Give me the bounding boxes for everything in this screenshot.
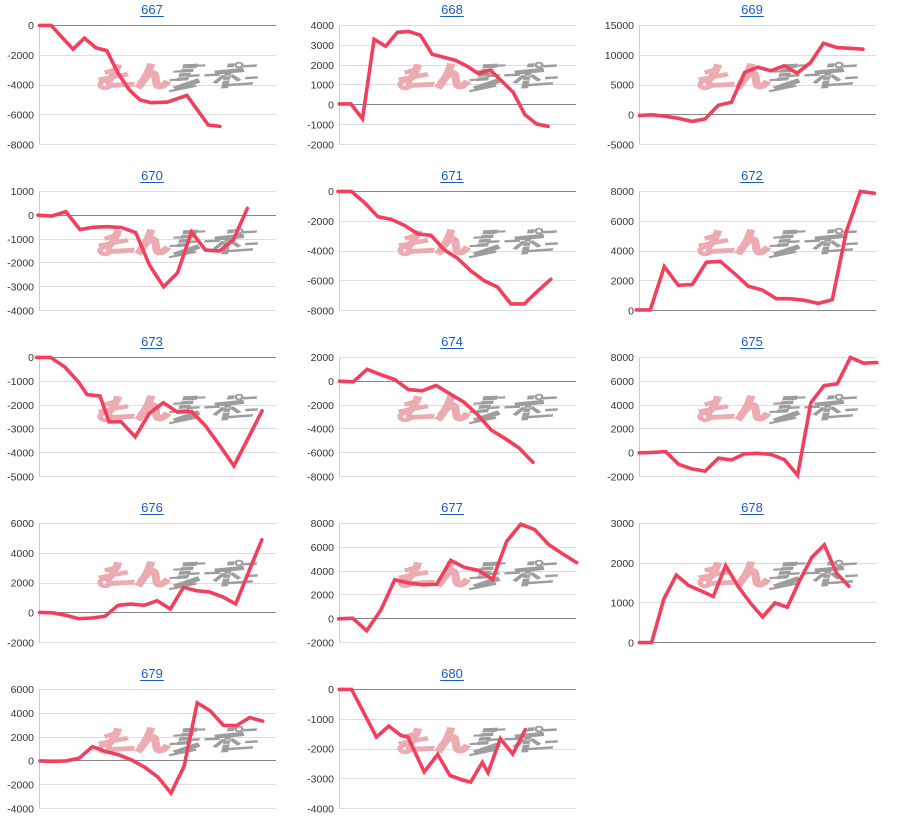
svg-text:3000: 3000 [311, 40, 335, 52]
svg-text:-5000: -5000 [7, 471, 34, 483]
svg-text:-2000: -2000 [7, 258, 34, 270]
svg-text:6000: 6000 [611, 376, 635, 388]
svg-text:4000: 4000 [611, 400, 635, 412]
svg-text:-5000: -5000 [607, 139, 634, 151]
svg-text:679: 679 [141, 666, 163, 681]
svg-text:-4000: -4000 [7, 803, 34, 815]
svg-text:-2000: -2000 [307, 139, 334, 151]
svg-text:-1000: -1000 [307, 119, 334, 131]
svg-text:2000: 2000 [11, 732, 35, 744]
svg-text:1000: 1000 [611, 598, 635, 610]
svg-text:2000: 2000 [11, 578, 35, 590]
svg-text:4000: 4000 [311, 566, 335, 578]
svg-text:-4000: -4000 [7, 305, 34, 317]
svg-text:673: 673 [141, 334, 163, 349]
svg-text:-1000: -1000 [7, 376, 34, 388]
svg-text:0: 0 [328, 376, 334, 388]
svg-text:4000: 4000 [611, 246, 635, 258]
svg-text:-3000: -3000 [307, 774, 334, 786]
svg-text:669: 669 [741, 2, 763, 17]
svg-text:6000: 6000 [11, 684, 35, 696]
svg-text:-8000: -8000 [307, 471, 334, 483]
svg-text:3000: 3000 [611, 518, 635, 530]
svg-text:-1000: -1000 [7, 234, 34, 246]
svg-text:2000: 2000 [611, 558, 635, 570]
svg-text:-4000: -4000 [7, 80, 34, 92]
svg-text:675: 675 [741, 334, 763, 349]
svg-text:0: 0 [628, 448, 634, 460]
svg-text:676: 676 [141, 500, 163, 515]
svg-text:5000: 5000 [611, 80, 635, 92]
svg-text:-2000: -2000 [307, 637, 334, 649]
svg-text:-2000: -2000 [307, 216, 334, 228]
svg-text:2000: 2000 [611, 276, 635, 288]
svg-text:674: 674 [441, 334, 463, 349]
svg-text:0: 0 [328, 186, 334, 198]
svg-text:-4000: -4000 [7, 448, 34, 460]
svg-text:668: 668 [441, 2, 463, 17]
svg-text:677: 677 [441, 500, 463, 515]
svg-text:0: 0 [328, 684, 334, 696]
svg-text:-4000: -4000 [307, 803, 334, 815]
svg-text:2000: 2000 [311, 590, 335, 602]
svg-text:4000: 4000 [11, 708, 35, 720]
svg-text:1000: 1000 [311, 80, 335, 92]
svg-text:-6000: -6000 [307, 276, 334, 288]
svg-text:6000: 6000 [311, 542, 335, 554]
svg-text:-2000: -2000 [607, 471, 634, 483]
svg-text:-2000: -2000 [7, 780, 34, 792]
svg-text:-3000: -3000 [7, 424, 34, 436]
svg-text:-6000: -6000 [307, 448, 334, 460]
svg-text:0: 0 [628, 305, 634, 317]
svg-text:-2000: -2000 [7, 400, 34, 412]
svg-text:-1000: -1000 [307, 714, 334, 726]
svg-text:4000: 4000 [11, 548, 35, 560]
svg-text:2000: 2000 [611, 424, 635, 436]
svg-text:-2000: -2000 [307, 400, 334, 412]
svg-text:678: 678 [741, 500, 763, 515]
svg-text:8000: 8000 [611, 352, 635, 364]
svg-text:670: 670 [141, 168, 163, 183]
svg-text:0: 0 [628, 637, 634, 649]
svg-text:0: 0 [28, 20, 34, 32]
svg-text:8000: 8000 [611, 186, 635, 198]
svg-text:2000: 2000 [311, 60, 335, 72]
svg-text:6000: 6000 [611, 216, 635, 228]
svg-text:1000: 1000 [11, 186, 35, 198]
svg-text:-3000: -3000 [7, 282, 34, 294]
svg-text:0: 0 [28, 352, 34, 364]
svg-text:8000: 8000 [311, 518, 335, 530]
svg-text:-2000: -2000 [7, 637, 34, 649]
svg-text:0: 0 [28, 210, 34, 222]
svg-text:0: 0 [628, 110, 634, 122]
svg-text:672: 672 [741, 168, 763, 183]
svg-text:0: 0 [328, 614, 334, 626]
svg-text:10000: 10000 [605, 50, 634, 62]
svg-text:680: 680 [441, 666, 463, 681]
svg-text:0: 0 [28, 756, 34, 768]
svg-text:15000: 15000 [605, 20, 634, 32]
svg-text:-4000: -4000 [307, 424, 334, 436]
svg-text:667: 667 [141, 2, 163, 17]
svg-text:0: 0 [328, 100, 334, 112]
svg-text:6000: 6000 [11, 518, 35, 530]
svg-text:2000: 2000 [311, 352, 335, 364]
svg-text:-8000: -8000 [307, 305, 334, 317]
svg-text:0: 0 [28, 608, 34, 620]
svg-text:671: 671 [441, 168, 463, 183]
svg-text:-8000: -8000 [7, 139, 34, 151]
svg-text:-4000: -4000 [307, 246, 334, 258]
svg-text:-6000: -6000 [7, 110, 34, 122]
svg-text:-2000: -2000 [307, 744, 334, 756]
svg-text:4000: 4000 [311, 20, 335, 32]
svg-text:-2000: -2000 [7, 50, 34, 62]
